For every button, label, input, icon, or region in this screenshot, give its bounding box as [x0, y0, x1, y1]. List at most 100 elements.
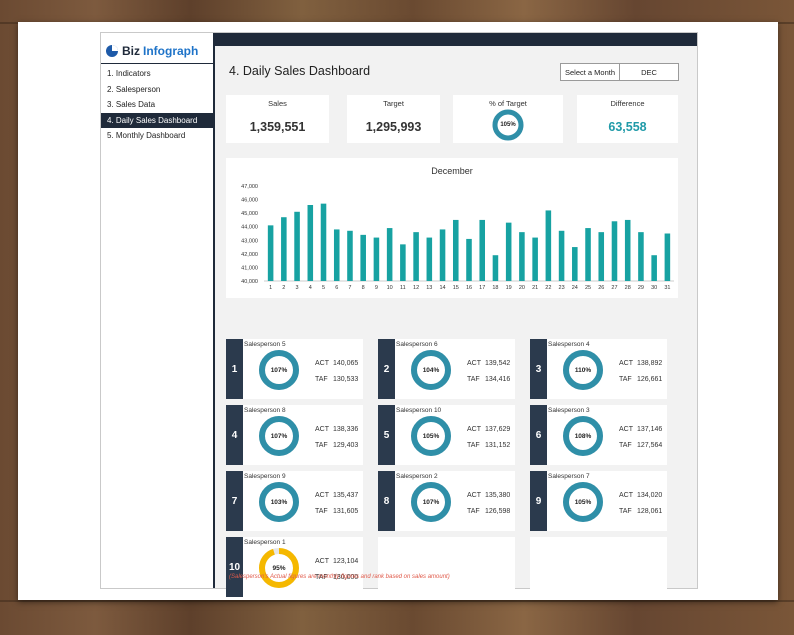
target-value: 128,061: [636, 508, 663, 515]
actual-row: ACT 135,380: [467, 492, 510, 499]
salesperson-donut: [563, 350, 603, 390]
salesperson-donut: [259, 548, 299, 588]
bar-day-15: [452, 219, 459, 281]
sidebar-item-daily-sales-dashboard[interactable]: 4. Daily Sales Dashboard: [101, 112, 213, 128]
salesperson-donut: [411, 350, 451, 390]
salesperson-name: Salesperson 10: [396, 407, 442, 414]
target-value: 131,152: [484, 442, 511, 449]
sidebar-item-sales-data[interactable]: 3. Sales Data: [107, 100, 156, 109]
target-label: TAF: [619, 442, 632, 449]
actual-value: 140,065: [332, 360, 359, 367]
sidebar-item-indicators[interactable]: 1. Indicators: [107, 69, 151, 78]
sidebar-nav: 1. Indicators 2. Salesperson 3. Sales Da…: [101, 66, 213, 144]
x-tick-label: 14: [439, 285, 445, 291]
x-tick-label: 19: [506, 285, 512, 291]
actual-label: ACT: [619, 426, 633, 433]
x-tick-label: 29: [638, 285, 644, 291]
salesperson-donut: [411, 482, 451, 522]
month-selector[interactable]: Select a Month DEC: [560, 63, 679, 81]
target-label: TAF: [315, 442, 328, 449]
bar-day-16: [466, 238, 472, 281]
x-tick-label: 20: [519, 285, 525, 291]
x-tick-label: 3: [296, 285, 299, 291]
bar-day-26: [598, 232, 605, 281]
actual-row: ACT 138,336: [315, 426, 358, 433]
salesperson-name: Salesperson 6: [396, 341, 438, 348]
rank-badge: 4: [226, 405, 243, 465]
sidebar: Biz Infograph 1. Indicators 2. Salespers…: [101, 33, 215, 588]
actual-row: ACT 135,437: [315, 492, 358, 499]
bar-day-13: [426, 237, 433, 281]
bar-day-8: [360, 234, 366, 281]
actual-row: ACT 134,020: [619, 492, 662, 499]
target-label: TAF: [467, 442, 480, 449]
x-tick-label: 2: [282, 285, 285, 291]
kpi-difference-value: 63,558: [608, 120, 647, 134]
rank-badge: 1: [226, 339, 243, 399]
salesperson-donut: [259, 482, 299, 522]
salesperson-card: 3 Salesperson 4 110% ACT 138,892 TAF 126,661: [530, 339, 667, 399]
target-label: TAF: [467, 508, 480, 515]
target-label: TAF: [315, 376, 328, 383]
target-label: TAF: [619, 508, 632, 515]
target-row: TAF 127,564: [619, 442, 662, 449]
salesperson-name: Salesperson 7: [548, 473, 590, 480]
footnote: (Salesperson's Actual figures are monthl…: [229, 574, 450, 580]
x-tick-label: 1: [269, 285, 272, 291]
empty-card: [530, 537, 667, 597]
actual-row: ACT 140,065: [315, 360, 358, 367]
actual-label: ACT: [315, 426, 329, 433]
actual-row: ACT 137,146: [619, 426, 662, 433]
bar-day-18: [492, 255, 499, 281]
y-tick-label: 41,000: [241, 265, 258, 271]
salesperson-card: 7 Salesperson 9 103% ACT 135,437 TAF 131,605: [226, 471, 363, 531]
bar-day-9: [373, 237, 380, 281]
bar-day-31: [664, 233, 671, 281]
bar-day-3: [294, 211, 300, 281]
x-tick-label: 23: [559, 285, 565, 291]
kpi-sales-label: Sales: [268, 99, 287, 108]
x-tick-label: 24: [572, 285, 578, 291]
target-row: TAF 126,661: [619, 376, 662, 383]
x-tick-label: 25: [585, 285, 591, 291]
chart-title: December: [431, 166, 473, 176]
rank-badge: 8: [378, 471, 395, 531]
logo: Biz Infograph: [106, 41, 198, 61]
actual-value: 137,629: [484, 426, 511, 433]
x-tick-label: 13: [426, 285, 432, 291]
target-value: 130,533: [332, 376, 359, 383]
bar-day-1: [267, 225, 274, 281]
dashboard-window: Biz Infograph 1. Indicators 2. Salespers…: [100, 32, 698, 597]
salesperson-name: Salesperson 2: [396, 473, 438, 480]
page-title: 4. Daily Sales Dashboard: [229, 64, 371, 78]
bar-day-19: [505, 222, 512, 281]
daily-sales-bar-chart: December40,00041,00042,00043,00044,00045…: [241, 166, 674, 291]
salesperson-pct: 105%: [574, 498, 592, 506]
salesperson-pct: 107%: [422, 498, 440, 506]
salesperson-name: Salesperson 8: [244, 407, 286, 414]
bar-day-17: [479, 219, 486, 281]
actual-label: ACT: [467, 426, 481, 433]
salesperson-name: Salesperson 1: [244, 539, 286, 546]
salesperson-card: 6 Salesperson 3 108% ACT 137,146 TAF 127,564: [530, 405, 667, 465]
bar-day-4: [307, 205, 314, 281]
salesperson-pct: 105%: [422, 432, 440, 440]
rank-badge: 6: [530, 405, 547, 465]
salesperson-card: 8 Salesperson 2 107% ACT 135,380 TAF 126,598: [378, 471, 515, 531]
target-value: 126,661: [636, 376, 663, 383]
actual-value: 134,020: [636, 492, 663, 499]
x-tick-label: 12: [413, 285, 419, 291]
salesperson-name: Salesperson 4: [548, 341, 590, 348]
target-value: 126,598: [484, 508, 511, 515]
sidebar-item-monthly-dashboard[interactable]: 5. Monthly Dashboard: [107, 131, 186, 140]
salesperson-card: 5 Salesperson 10 105% ACT 137,629 TAF 131,15…: [378, 405, 515, 465]
target-value: 134,416: [484, 376, 511, 383]
sidebar-item-salesperson[interactable]: 2. Salesperson: [107, 84, 161, 94]
main-content: 4. Daily Sales Dashboard Select a Month …: [215, 46, 697, 597]
actual-value: 135,380: [484, 492, 511, 499]
rank-badge: 2: [378, 339, 395, 399]
salesperson-card: 4 Salesperson 8 107% ACT 138,336 TAF 129,403: [226, 405, 363, 465]
y-tick-label: 42,000: [241, 252, 258, 258]
target-label: TAF: [619, 376, 632, 383]
month-selector-value[interactable]: DEC: [641, 67, 657, 77]
